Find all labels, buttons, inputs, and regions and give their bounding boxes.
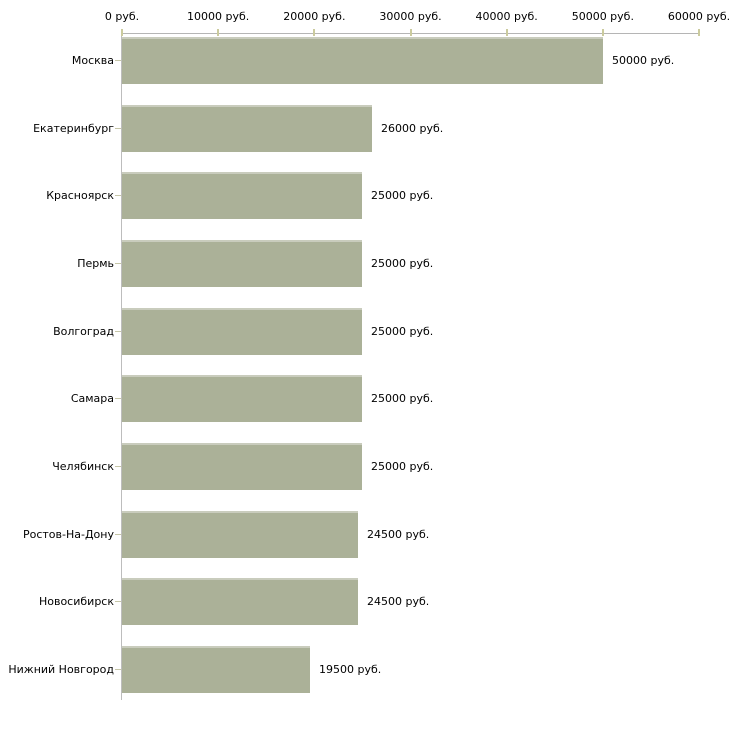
category-tick-mark: [115, 601, 121, 602]
bar: [122, 443, 362, 490]
x-axis-tick-label: 20000 руб.: [283, 10, 346, 23]
category-label: Москва: [71, 54, 114, 67]
category-label: Пермь: [77, 257, 114, 270]
x-axis-tick-mark: [409, 29, 412, 36]
x-axis-tick-mark: [313, 29, 316, 36]
bar: [122, 240, 362, 287]
x-axis-tick-label: 50000 руб.: [571, 10, 634, 23]
x-axis-tick-label: 40000 руб.: [475, 10, 538, 23]
category-tick-mark: [115, 128, 121, 129]
category-label: Екатеринбург: [33, 122, 114, 135]
category-label: Нижний Новгород: [8, 663, 114, 676]
y-axis-line: [121, 33, 122, 700]
value-label: 25000 руб.: [371, 257, 434, 270]
value-label: 25000 руб.: [371, 392, 434, 405]
value-label: 24500 руб.: [367, 528, 430, 541]
category-label: Красноярск: [46, 189, 114, 202]
bar: [122, 646, 310, 693]
x-axis-tick-label: 60000 руб.: [667, 10, 730, 23]
x-axis-tick-mark: [698, 29, 700, 36]
value-label: 50000 руб.: [612, 54, 675, 67]
value-label: 19500 руб.: [319, 663, 382, 676]
bar: [122, 375, 362, 422]
bar: [122, 308, 362, 355]
value-label: 25000 руб.: [371, 325, 434, 338]
category-label: Самара: [70, 392, 114, 405]
category-label: Новосибирск: [38, 595, 114, 608]
value-label: 24500 руб.: [367, 595, 430, 608]
category-tick-mark: [115, 669, 121, 670]
category-tick-mark: [115, 60, 121, 61]
category-label: Челябинск: [52, 460, 114, 473]
x-axis-tick-label: 0 руб.: [104, 10, 140, 23]
x-axis-tick-label: 10000 руб.: [187, 10, 250, 23]
category-tick-mark: [115, 398, 121, 399]
bar: [122, 511, 358, 558]
x-axis-tick-label: 30000 руб.: [379, 10, 442, 23]
category-tick-mark: [115, 466, 121, 467]
category-tick-mark: [115, 534, 121, 535]
bar: [122, 172, 362, 219]
x-axis-tick-mark: [217, 29, 220, 36]
value-label: 25000 руб.: [371, 460, 434, 473]
x-axis-tick-mark: [121, 29, 123, 36]
bar: [122, 105, 372, 152]
category-label: Ростов-На-Дону: [22, 528, 114, 541]
value-label: 26000 руб.: [381, 122, 444, 135]
category-tick-mark: [115, 263, 121, 264]
x-axis-tick-mark: [601, 29, 604, 36]
bar: [122, 37, 603, 84]
category-tick-mark: [115, 195, 121, 196]
x-axis-tick-mark: [505, 29, 508, 36]
bar: [122, 578, 358, 625]
value-label: 25000 руб.: [371, 189, 434, 202]
category-label: Волгоград: [53, 325, 114, 338]
category-tick-mark: [115, 331, 121, 332]
